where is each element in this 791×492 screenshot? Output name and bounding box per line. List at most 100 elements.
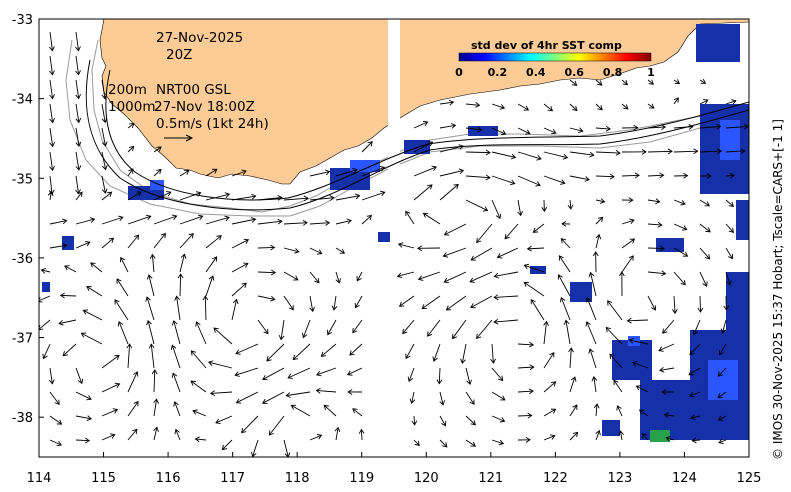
current-arrow <box>585 321 597 345</box>
current-arrow <box>595 233 602 249</box>
current-arrow <box>588 271 597 297</box>
current-arrow <box>49 103 55 124</box>
current-arrow <box>541 199 548 213</box>
current-arrow <box>717 415 727 421</box>
current-arrow <box>568 347 574 369</box>
current-arrow <box>592 251 599 273</box>
current-arrow <box>517 388 534 395</box>
data-gap-column <box>388 19 400 457</box>
current-arrow <box>283 295 294 311</box>
map-hour: 20Z <box>166 47 192 63</box>
current-arrow <box>179 170 190 177</box>
current-arrow <box>126 343 133 369</box>
current-arrow <box>442 247 467 258</box>
current-arrow <box>465 199 489 212</box>
current-arrow <box>75 437 91 444</box>
colorbar-tick-label: 0.8 <box>603 66 623 79</box>
current-arrow <box>569 127 584 134</box>
current-arrow <box>569 103 578 112</box>
current-arrow <box>561 221 571 227</box>
current-arrow <box>469 271 493 283</box>
current-arrow <box>47 190 54 201</box>
current-arrow <box>526 245 545 252</box>
current-arrow <box>90 262 103 273</box>
current-arrow <box>618 430 624 441</box>
current-arrow <box>621 172 640 179</box>
current-arrow <box>697 295 704 313</box>
current-arrow <box>439 99 455 106</box>
current-arrow <box>398 295 415 307</box>
current-arrow <box>595 198 606 204</box>
current-arrow <box>699 123 722 130</box>
current-arrow <box>309 169 331 177</box>
current-arrow <box>315 367 337 377</box>
current-arrow <box>153 426 159 441</box>
current-arrow <box>688 367 701 376</box>
current-arrow <box>718 343 727 356</box>
current-arrow <box>173 401 181 417</box>
current-arrow <box>699 247 711 260</box>
product-time: 27-Nov 18:00Z <box>154 99 255 115</box>
current-arrow <box>673 247 689 257</box>
current-arrow <box>635 385 649 393</box>
current-arrow <box>101 151 108 171</box>
x-tick-label: 121 <box>478 471 503 486</box>
colorbar-tick-label: 0.6 <box>564 66 584 79</box>
current-arrow <box>491 439 505 446</box>
current-arrow <box>439 123 457 129</box>
colorbar-tick-label: 1 <box>647 66 655 79</box>
current-arrow <box>49 127 55 148</box>
current-arrow <box>48 175 55 195</box>
current-arrow <box>436 367 443 385</box>
current-arrow <box>75 151 82 171</box>
current-arrow <box>49 55 55 76</box>
current-arrow <box>101 433 116 441</box>
x-axis: 114 115 116 117 118 119 120 121 122 123 124 125 <box>27 452 762 486</box>
current-arrow <box>439 439 448 448</box>
current-arrow <box>194 436 207 443</box>
current-arrow <box>689 343 701 356</box>
current-arrow <box>116 278 129 297</box>
current-arrow <box>49 218 68 225</box>
colorbar-title: std dev of 4hr SST comp <box>471 39 622 52</box>
depth-1000m: 1000m <box>108 99 156 115</box>
x-tick-label: 120 <box>414 471 439 486</box>
current-arrow <box>569 151 595 158</box>
current-arrow <box>493 271 519 279</box>
current-arrow <box>151 369 158 393</box>
current-arrow <box>613 379 623 393</box>
current-arrow <box>315 387 337 394</box>
streamline <box>85 59 749 211</box>
current-arrow <box>285 391 311 398</box>
x-tick-label: 116 <box>156 471 181 486</box>
current-arrow <box>491 391 506 401</box>
current-arrow <box>75 55 81 76</box>
current-arrow <box>177 273 184 297</box>
current-arrow <box>231 169 247 177</box>
streamline <box>105 69 749 201</box>
current-arrow <box>101 354 120 369</box>
current-arrow <box>567 199 574 210</box>
current-arrow <box>327 319 337 336</box>
current-arrow <box>234 367 259 377</box>
current-arrow <box>543 127 557 135</box>
product-name: NRT00 GSL <box>156 82 231 98</box>
current-arrow <box>443 271 467 284</box>
x-tick-label: 125 <box>737 471 762 486</box>
current-arrow <box>146 319 155 345</box>
current-arrow <box>543 434 556 441</box>
current-arrow <box>460 343 467 364</box>
current-arrow <box>725 99 737 105</box>
colorbar: std dev of 4hr SST comp 0 0.2 0.4 0.6 0.8 1 <box>455 39 655 79</box>
current-arrow <box>407 367 415 383</box>
current-arrow <box>335 167 358 177</box>
current-arrow <box>673 124 694 130</box>
current-arrow <box>283 247 300 254</box>
current-arrow <box>75 175 81 195</box>
isobath-1000m <box>65 39 749 217</box>
current-arrow <box>725 271 732 286</box>
current-arrow <box>145 296 155 321</box>
current-arrow <box>75 415 92 421</box>
current-arrow <box>179 253 187 273</box>
current-arrow <box>421 295 441 310</box>
